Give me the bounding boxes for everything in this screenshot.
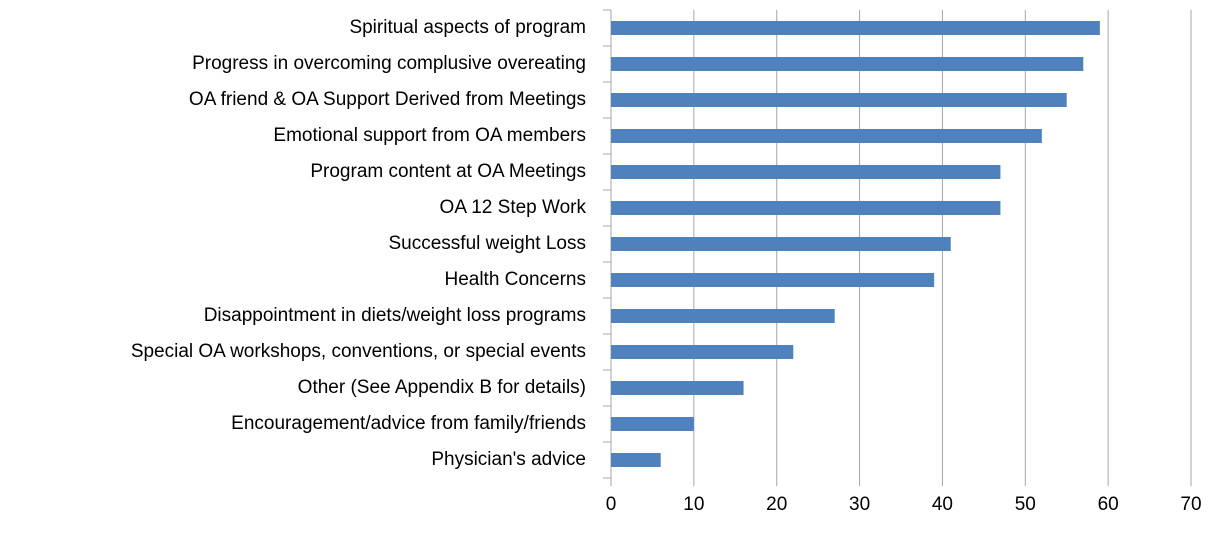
x-tick-label: 70 [1180, 494, 1201, 515]
x-tick-label: 20 [766, 494, 787, 515]
y-tick-label: Progress in overcoming complusive overea… [192, 53, 586, 74]
y-tick-label: Physician's advice [431, 449, 586, 470]
y-tick-label: Encouragement/advice from family/friends [231, 413, 586, 434]
bar [611, 237, 951, 251]
y-tick-label: Health Concerns [444, 269, 586, 290]
y-tick-label: Emotional support from OA members [273, 125, 586, 146]
y-tick-label: Special OA workshops, conventions, or sp… [131, 341, 586, 362]
bar [611, 381, 744, 395]
x-tick-label: 50 [1015, 494, 1036, 515]
bar [611, 417, 694, 431]
bar [611, 165, 1001, 179]
y-tick-label: Spiritual aspects of program [349, 17, 586, 38]
y-tick-label: OA friend & OA Support Derived from Meet… [189, 89, 586, 110]
bar [611, 309, 835, 323]
x-tick-label: 40 [932, 494, 953, 515]
y-tick-label: Program content at OA Meetings [310, 161, 586, 182]
x-tick-label: 10 [683, 494, 704, 515]
x-tick-label: 0 [606, 494, 617, 515]
y-tick-label: OA 12 Step Work [440, 197, 587, 218]
y-tick-label: Other (See Appendix B for details) [298, 377, 586, 398]
x-tick-label: 30 [849, 494, 870, 515]
y-tick-label: Successful weight Loss [389, 233, 587, 254]
x-tick-label: 60 [1098, 494, 1119, 515]
bar [611, 453, 661, 467]
bar [611, 345, 794, 359]
bar [611, 201, 1001, 215]
bar [611, 57, 1084, 71]
bar [611, 129, 1042, 143]
y-tick-label: Disappointment in diets/weight loss prog… [204, 305, 586, 326]
bar [611, 93, 1067, 107]
bar [611, 273, 935, 287]
bar [611, 21, 1100, 35]
